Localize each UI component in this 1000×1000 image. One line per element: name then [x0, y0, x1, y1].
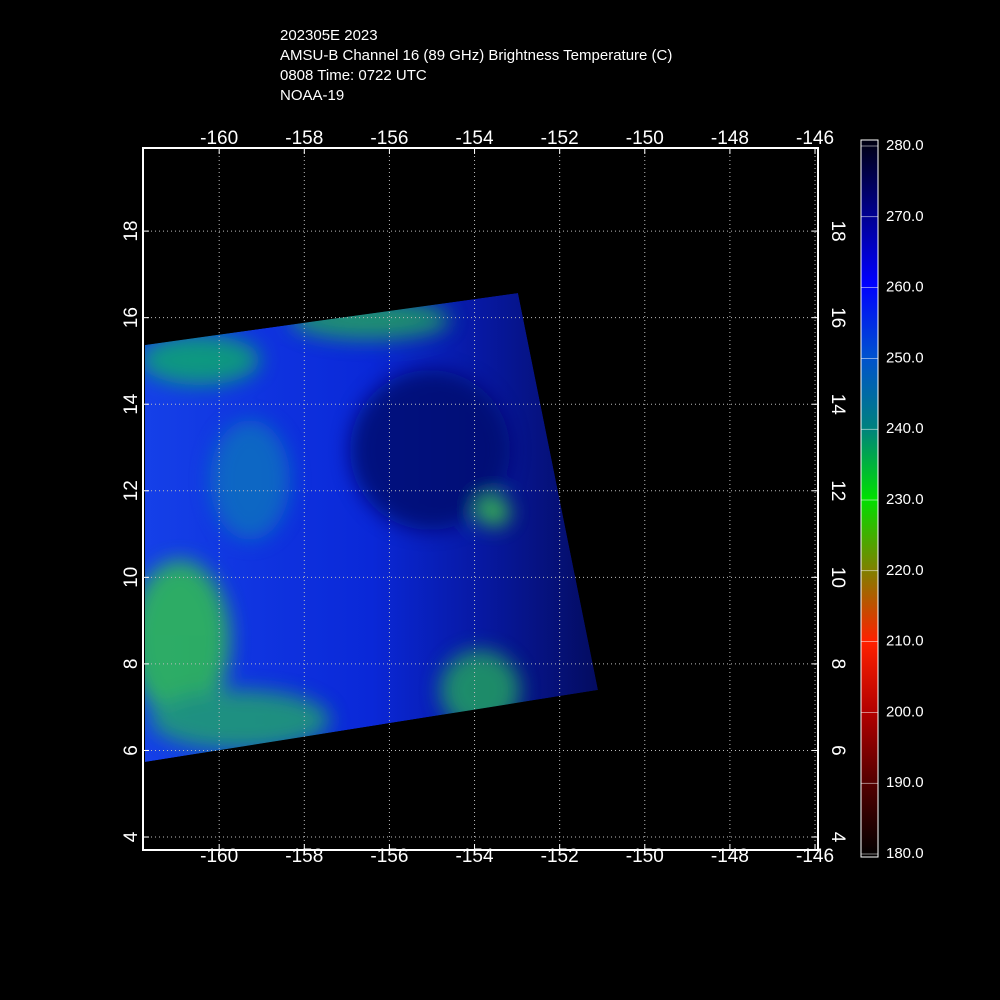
colorbar-label: 180.0: [886, 845, 924, 862]
y-tick-label: 18: [121, 221, 142, 242]
y-tick-label: 8: [121, 659, 142, 670]
map-frame: [142, 147, 819, 851]
y-tick-label: 6: [121, 745, 142, 756]
y-tick-label: 12: [827, 480, 848, 501]
colorbar-label: 210.0: [886, 633, 924, 650]
colorbar-label: 260.0: [886, 279, 924, 296]
x-tick-label: -158: [285, 128, 323, 149]
y-tick-label: 10: [121, 567, 142, 588]
header-line: 0808 Time: 0722 UTC: [280, 67, 427, 84]
y-tick-label: 16: [827, 307, 848, 328]
y-tick-label: 16: [121, 307, 142, 328]
x-tick-label: -150: [626, 128, 664, 149]
y-tick-label: 8: [827, 659, 848, 670]
y-tick-label: 14: [121, 393, 142, 415]
x-tick-label: -150: [626, 846, 664, 867]
colorbar-label: 190.0: [886, 774, 924, 791]
colorbar-label: 230.0: [886, 491, 924, 508]
x-tick-label: -148: [711, 128, 749, 149]
y-tick-label: 6: [827, 745, 848, 756]
x-tick-label: -152: [541, 128, 579, 149]
x-tick-label: -156: [370, 846, 408, 867]
colorbar-label: 200.0: [886, 703, 924, 720]
colorbar: [860, 139, 879, 858]
colorbar-label: 280.0: [886, 137, 924, 154]
x-tick-label: -148: [711, 846, 749, 867]
y-tick-label: 18: [827, 221, 848, 242]
header: 202305E 2023 AMSU-B Channel 16 (89 GHz) …: [280, 27, 672, 104]
y-tick-label: 12: [121, 480, 142, 501]
x-tick-label: -152: [541, 846, 579, 867]
x-tick-label: -146: [796, 846, 834, 867]
swath: [145, 293, 598, 762]
header-line: 202305E 2023: [280, 27, 378, 44]
x-tick-label: -156: [370, 128, 408, 149]
colorbar-label: 220.0: [886, 562, 924, 579]
x-tick-label: -154: [456, 846, 494, 867]
colorbar-label: 270.0: [886, 208, 924, 225]
y-tick-label: 4: [121, 831, 142, 842]
x-tick-label: -160: [200, 128, 238, 149]
y-tick-label: 4: [827, 832, 848, 843]
colorbar-label: 240.0: [886, 420, 924, 437]
x-tick-label: -158: [285, 846, 323, 867]
colorbar-label: 250.0: [886, 349, 924, 366]
header-line: NOAA-19: [280, 87, 344, 104]
y-tick-label: 14: [827, 394, 848, 416]
y-tick-label: 10: [827, 567, 848, 588]
x-tick-label: -160: [200, 846, 238, 867]
x-tick-label: -154: [456, 128, 494, 149]
x-tick-label: -146: [796, 128, 834, 149]
header-line: AMSU-B Channel 16 (89 GHz) Brightness Te…: [280, 47, 672, 64]
